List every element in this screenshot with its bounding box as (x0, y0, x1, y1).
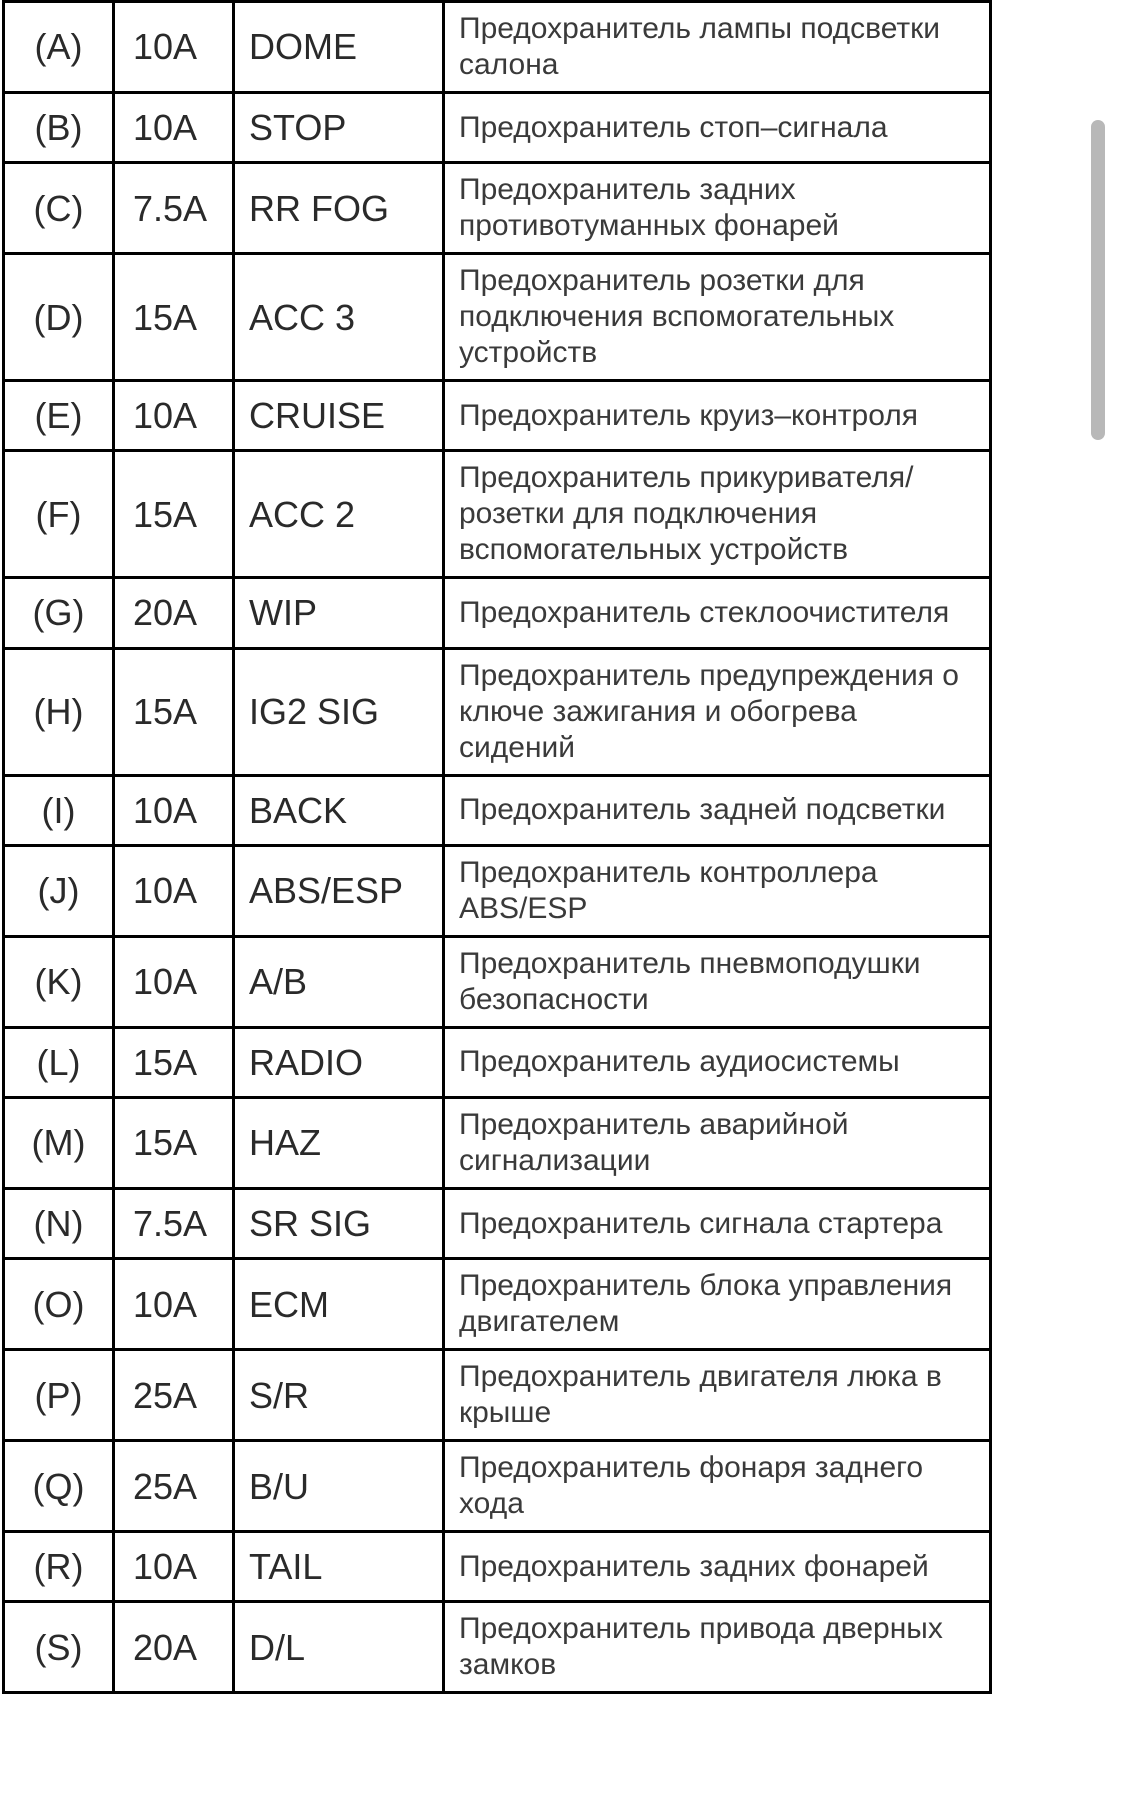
table-row: (D)15AACC 3Предохранитель розетки для по… (4, 254, 991, 381)
cell-description: Предохранитель розетки для подключения в… (444, 254, 991, 381)
cell-amperage: 10A (114, 936, 234, 1027)
table-row: (F)15AACC 2Предохранитель прикуривателя/… (4, 451, 991, 578)
cell-description: Предохранитель задних противотуманных фо… (444, 163, 991, 254)
cell-amperage: 15A (114, 1027, 234, 1097)
cell-code: ABS/ESP (234, 845, 444, 936)
cell-description: Предохранитель стоп–сигнала (444, 93, 991, 163)
cell-amperage: 7.5A (114, 1188, 234, 1258)
cell-code: HAZ (234, 1097, 444, 1188)
cell-code: A/B (234, 936, 444, 1027)
cell-code: B/U (234, 1441, 444, 1532)
cell-description: Предохранитель предупреждения о ключе за… (444, 648, 991, 775)
cell-description: Предохранитель задних фонарей (444, 1532, 991, 1602)
cell-description: Предохранитель блока управления двигател… (444, 1259, 991, 1350)
table-row: (C)7.5ARR FOGПредохранитель задних проти… (4, 163, 991, 254)
cell-code: TAIL (234, 1532, 444, 1602)
table-row: (H)15AIG2 SIGПредохранитель предупрежден… (4, 648, 991, 775)
table-row: (M)15AHAZПредохранитель аварийной сигнал… (4, 1097, 991, 1188)
cell-code: CRUISE (234, 381, 444, 451)
cell-code: ACC 2 (234, 451, 444, 578)
cell-amperage: 15A (114, 648, 234, 775)
table-row: (R)10ATAILПредохранитель задних фонарей (4, 1532, 991, 1602)
table-row: (Q)25AB/UПредохранитель фонаря заднего х… (4, 1441, 991, 1532)
cell-id: (E) (4, 381, 114, 451)
cell-description: Предохранитель двигателя люка в крыше (444, 1350, 991, 1441)
cell-id: (N) (4, 1188, 114, 1258)
cell-code: RR FOG (234, 163, 444, 254)
cell-description: Предохранитель привода дверных замков (444, 1602, 991, 1693)
cell-id: (C) (4, 163, 114, 254)
cell-code: ACC 3 (234, 254, 444, 381)
cell-id: (L) (4, 1027, 114, 1097)
cell-description: Предохранитель фонаря заднего хода (444, 1441, 991, 1532)
cell-amperage: 7.5A (114, 163, 234, 254)
cell-id: (P) (4, 1350, 114, 1441)
table-row: (I)10ABACKПредохранитель задней подсветк… (4, 775, 991, 845)
cell-code: WIP (234, 578, 444, 648)
cell-description: Предохранитель лампы подсветки салона (444, 2, 991, 93)
cell-amperage: 20A (114, 578, 234, 648)
cell-amperage: 15A (114, 254, 234, 381)
cell-code: SR SIG (234, 1188, 444, 1258)
cell-amperage: 10A (114, 2, 234, 93)
table-row: (N)7.5ASR SIGПредохранитель сигнала стар… (4, 1188, 991, 1258)
cell-id: (J) (4, 845, 114, 936)
table-row: (G)20AWIPПредохранитель стеклоочистителя (4, 578, 991, 648)
table-row: (B)10ASTOPПредохранитель стоп–сигнала (4, 93, 991, 163)
cell-code: BACK (234, 775, 444, 845)
cell-code: D/L (234, 1602, 444, 1693)
table-row: (P)25AS/RПредохранитель двигателя люка в… (4, 1350, 991, 1441)
cell-description: Предохранитель круиз–контроля (444, 381, 991, 451)
cell-description: Предохранитель аудиосистемы (444, 1027, 991, 1097)
cell-id: (M) (4, 1097, 114, 1188)
table-row: (A)10ADOMEПредохранитель лампы подсветки… (4, 2, 991, 93)
cell-id: (O) (4, 1259, 114, 1350)
cell-id: (B) (4, 93, 114, 163)
cell-id: (K) (4, 936, 114, 1027)
cell-code: DOME (234, 2, 444, 93)
cell-amperage: 25A (114, 1441, 234, 1532)
cell-id: (G) (4, 578, 114, 648)
table-row: (E)10ACRUISEПредохранитель круиз–контрол… (4, 381, 991, 451)
table-row: (J)10AABS/ESPПредохранитель контроллера … (4, 845, 991, 936)
cell-id: (H) (4, 648, 114, 775)
cell-description: Предохранитель сигнала стартера (444, 1188, 991, 1258)
cell-code: S/R (234, 1350, 444, 1441)
cell-amperage: 15A (114, 451, 234, 578)
cell-code: IG2 SIG (234, 648, 444, 775)
page-wrap: (A)10ADOMEПредохранитель лампы подсветки… (0, 0, 1125, 1694)
cell-id: (R) (4, 1532, 114, 1602)
cell-code: STOP (234, 93, 444, 163)
cell-amperage: 10A (114, 775, 234, 845)
cell-amperage: 25A (114, 1350, 234, 1441)
cell-id: (Q) (4, 1441, 114, 1532)
cell-id: (A) (4, 2, 114, 93)
cell-amperage: 15A (114, 1097, 234, 1188)
fuse-table-body: (A)10ADOMEПредохранитель лампы подсветки… (4, 2, 991, 1693)
cell-id: (S) (4, 1602, 114, 1693)
cell-id: (I) (4, 775, 114, 845)
fuse-table: (A)10ADOMEПредохранитель лампы подсветки… (2, 0, 992, 1694)
cell-amperage: 10A (114, 381, 234, 451)
cell-description: Предохранитель прикуривателя/розетки для… (444, 451, 991, 578)
cell-amperage: 10A (114, 93, 234, 163)
cell-description: Предохранитель задней подсветки (444, 775, 991, 845)
scrollbar-thumb[interactable] (1091, 120, 1105, 440)
cell-amperage: 10A (114, 845, 234, 936)
cell-description: Предохранитель стеклоочистителя (444, 578, 991, 648)
cell-code: ECM (234, 1259, 444, 1350)
cell-amperage: 10A (114, 1532, 234, 1602)
cell-description: Предохранитель пневмоподушки безопасност… (444, 936, 991, 1027)
cell-amperage: 20A (114, 1602, 234, 1693)
cell-description: Предохранитель контроллера ABS/ESP (444, 845, 991, 936)
table-row: (K)10AA/BПредохранитель пневмоподушки бе… (4, 936, 991, 1027)
table-row: (O)10AECMПредохранитель блока управления… (4, 1259, 991, 1350)
table-row: (S)20AD/LПредохранитель привода дверных … (4, 1602, 991, 1693)
cell-code: RADIO (234, 1027, 444, 1097)
cell-amperage: 10A (114, 1259, 234, 1350)
cell-description: Предохранитель аварийной сигнализации (444, 1097, 991, 1188)
cell-id: (F) (4, 451, 114, 578)
cell-id: (D) (4, 254, 114, 381)
table-row: (L)15ARADIOПредохранитель аудиосистемы (4, 1027, 991, 1097)
